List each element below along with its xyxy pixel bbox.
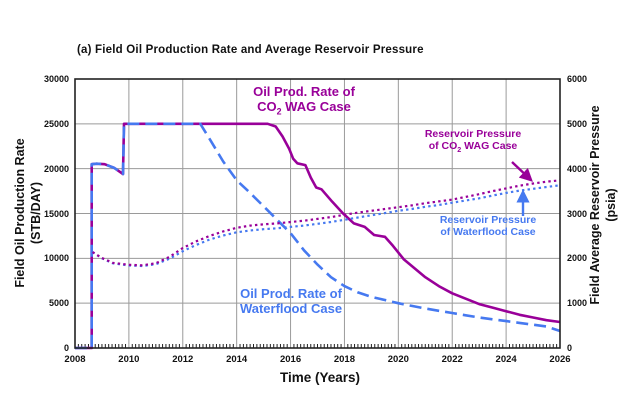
annotation-co2-rate-line2b: WAG Case: [281, 99, 351, 115]
annotation-wf-pressure-line1: Reservoir Pressure: [439, 214, 537, 226]
x-tick-label: 2022: [441, 354, 463, 365]
annotation-co2-pressure-line2: of CO: [428, 140, 458, 153]
y-right-tick-label: 5000: [567, 118, 588, 129]
x-tick-label: 2018: [333, 354, 355, 365]
x-tick-label: 2024: [495, 354, 517, 365]
plot-frame: [74, 78, 561, 349]
annotation-wf-rate-line2: Waterflood Case: [239, 301, 343, 317]
y-left-tick-label: 15000: [43, 208, 69, 219]
series-waterflood-dot: [91, 184, 561, 268]
y-left-tick-label: 10000: [43, 253, 69, 264]
x-tick-label: 2014: [226, 354, 248, 365]
annotation-wf-rate-line1: Oil Prod. Rate of: [240, 286, 342, 301]
data-series: [75, 122, 561, 350]
co2-subscript: 2: [276, 106, 282, 117]
y-right-tick-label: 4000: [567, 163, 588, 174]
annotation-co2-rate-line2: CO: [257, 99, 277, 115]
y-left-tick-label: 20000: [43, 163, 69, 174]
x-tick-label: 2026: [549, 354, 571, 365]
y-left-tick-label: 0: [63, 343, 69, 353]
y-left-tick-label: 25000: [43, 118, 69, 129]
annotation-wf-pressure: Reservoir Pressure of Waterflood Case: [426, 214, 550, 239]
annotation-co2-rate: Oil Prod. Rate of CO2 WAG Case: [238, 84, 370, 117]
annotation-co2-pressure-line1: Reservoir Pressure: [424, 128, 522, 140]
annotation-co2-pressure: Reservoir Pressure of CO2 WAG Case: [412, 128, 534, 155]
y-right-tick-label: 3000: [567, 208, 588, 219]
series-waterflood-dash: [75, 122, 561, 350]
y-right-tick-label: 2000: [567, 253, 588, 264]
x-tick-label: 2012: [172, 354, 194, 365]
annotation-co2-pressure-line2b: WAG Case: [461, 140, 518, 153]
y-right-tick-label: 1000: [567, 298, 588, 309]
y-left-tick-label: 5000: [48, 298, 69, 309]
x-tick-label: 2008: [64, 354, 86, 365]
annotation-co2-rate-line1: Oil Prod. Rate of: [253, 84, 355, 99]
chart-title: (a) Field Oil Production Rate and Averag…: [77, 44, 424, 56]
x-axis-label: Time (Years): [279, 370, 361, 385]
y-right-tick-label: 6000: [567, 74, 588, 84]
x-tick-label: 2020: [387, 354, 409, 365]
annotation-wf-rate: Oil Prod. Rate of Waterflood Case: [228, 286, 354, 317]
y-right-tick-label: 0: [567, 343, 573, 353]
y-left-tick-label: 30000: [43, 74, 69, 84]
co2-subscript: 2: [457, 146, 462, 155]
x-tick-label: 2010: [118, 354, 140, 365]
x-tick-label: 2016: [279, 354, 302, 365]
series-co2-dot: [91, 179, 561, 267]
annotation-arrows: [511, 161, 533, 216]
annotation-wf-pressure-line2: of Waterflood Case: [440, 226, 536, 239]
